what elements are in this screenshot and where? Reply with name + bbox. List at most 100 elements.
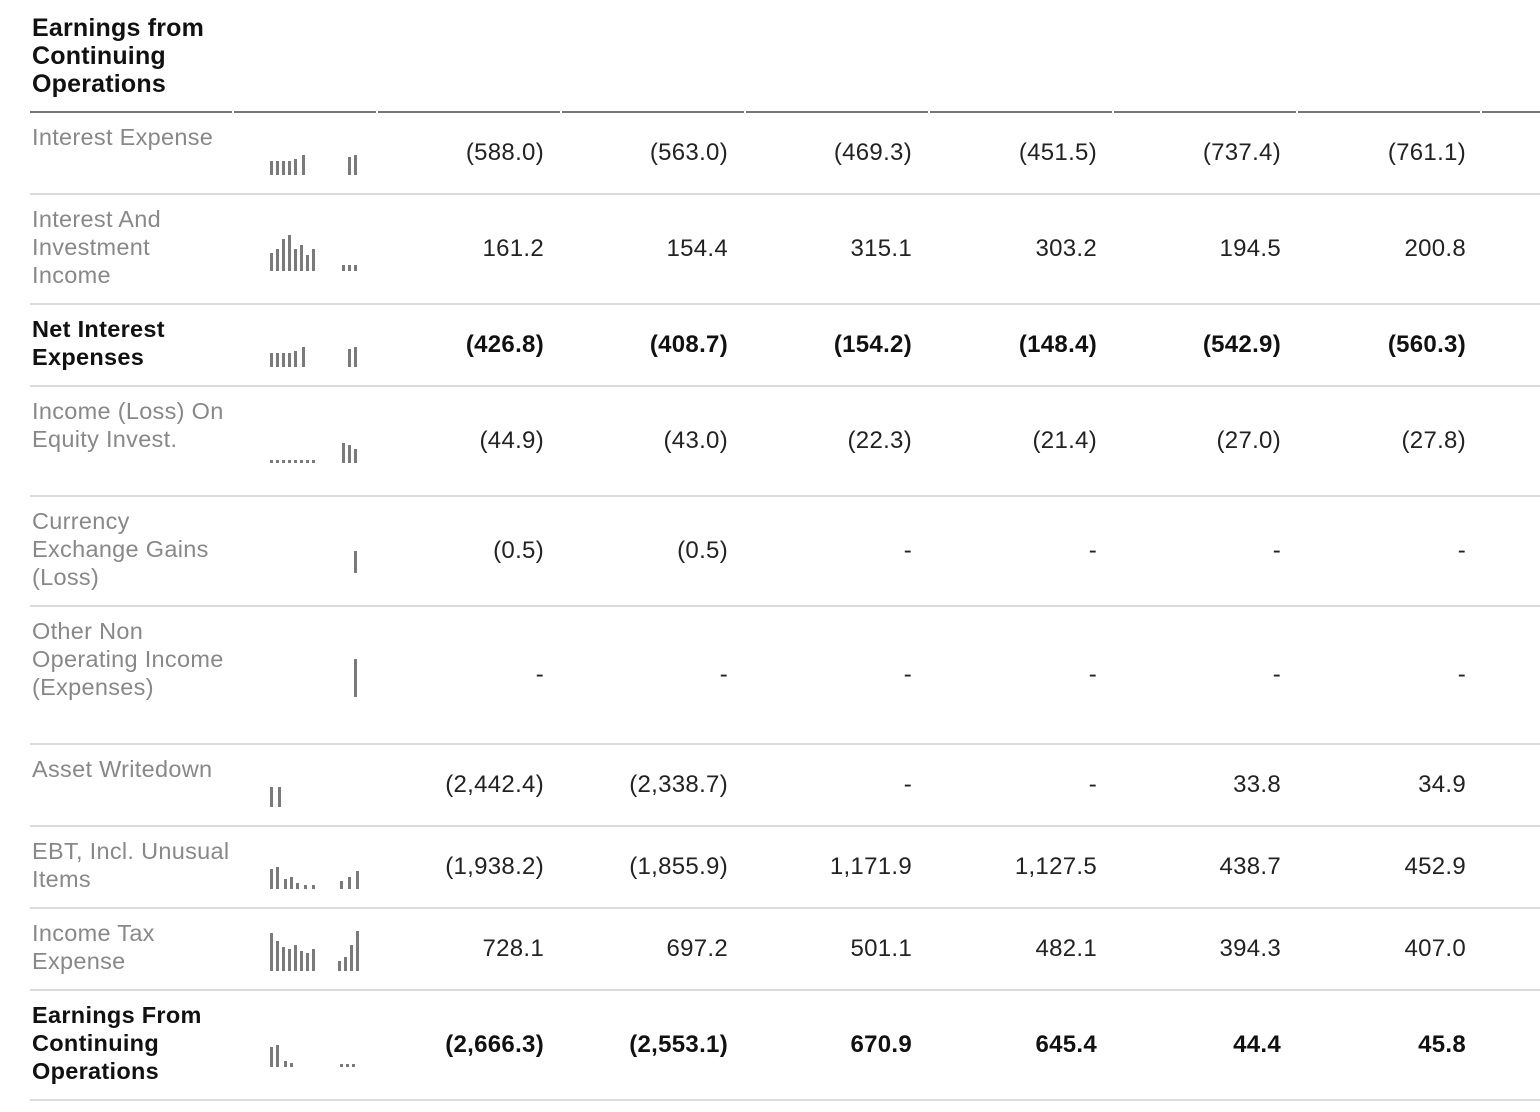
trend-sparkline-icon: [270, 1025, 360, 1067]
value-cell: (0.5): [493, 537, 544, 564]
sparkline-bar: [342, 265, 345, 271]
value-cell: (469.3): [833, 139, 912, 166]
trend-sparkline-icon: [270, 847, 360, 889]
sparkline-bar: [342, 443, 345, 463]
table-row: Other Non Operating Income (Expenses) - - -…: [30, 607, 1540, 745]
row-label: Income (Loss) On Equity Invest.: [32, 398, 224, 452]
value-cell: (2,338.7): [629, 771, 728, 798]
value-cell: (0.5): [677, 537, 728, 564]
sparkline-bar: [346, 1064, 349, 1067]
value-cell: 200.8: [1404, 235, 1466, 262]
table-row: Interest And Investment Income 161.2 154.4…: [30, 195, 1540, 305]
value-cell: (737.4): [1202, 139, 1281, 166]
sparkline-bar: [350, 945, 353, 971]
value-cell: (563.0): [649, 139, 728, 166]
sparkline-bar: [354, 265, 357, 271]
sparkline-bar: [354, 347, 357, 367]
value-cell: (761.1): [1387, 139, 1466, 166]
value-cell: (43.0): [663, 427, 728, 454]
sparkline-bar: [288, 949, 291, 971]
value-cell: (426.8): [465, 331, 544, 358]
sparkline-bar: [282, 460, 285, 463]
value-cell: (408.7): [649, 331, 728, 358]
value-cell: 452.9: [1404, 853, 1466, 880]
sparkline-bar: [276, 867, 279, 889]
value-cell: -: [1457, 537, 1466, 564]
sparkline-bar: [340, 1064, 343, 1067]
value-cell: 45.8: [1418, 1031, 1466, 1058]
sparkline-bar: [276, 249, 279, 271]
value-cell: (2,553.1): [629, 1031, 728, 1058]
sparkline-bar: [296, 883, 299, 889]
sparkline-bar: [306, 460, 309, 463]
sparkline-bar: [300, 951, 303, 971]
value-cell: -: [1088, 771, 1097, 798]
sparkline-bar: [306, 255, 309, 271]
value-cell: -: [1457, 661, 1466, 688]
sparkline-bar: [348, 445, 351, 463]
value-cell: (21.4): [1032, 427, 1097, 454]
value-cell: 728.1: [482, 935, 544, 962]
sparkline-bar: [294, 945, 297, 971]
sparkline-bar: [278, 787, 281, 807]
sparkline-bar: [270, 161, 273, 175]
sparkline-bar: [276, 1045, 279, 1067]
sparkline-bar: [276, 161, 279, 175]
table-row: Income (Loss) On Equity Invest. (44.9) (43…: [30, 387, 1540, 497]
sparkline-bar: [340, 881, 343, 889]
value-cell: 501.1: [850, 935, 912, 962]
sparkline-bar: [352, 1064, 355, 1067]
trend-sparkline-icon: [270, 133, 360, 175]
value-cell: (1,855.9): [629, 853, 728, 880]
trend-sparkline-icon: [270, 655, 360, 697]
section-title: Earnings from Continuing Operations: [32, 14, 205, 98]
sparkline-bar: [270, 253, 273, 271]
value-cell: (154.2): [833, 331, 912, 358]
sparkline-bar: [344, 957, 347, 971]
sparkline-bar: [312, 885, 315, 889]
value-cell: -: [903, 661, 912, 688]
sparkline-bar: [282, 353, 285, 367]
trend-sparkline-icon: [270, 325, 360, 367]
sparkline-bar: [300, 245, 303, 271]
value-cell: (451.5): [1018, 139, 1097, 166]
value-cell: -: [1272, 661, 1281, 688]
sparkline-bar: [282, 161, 285, 175]
sparkline-bar: [312, 949, 315, 971]
row-label: Other Non Operating Income (Expenses): [32, 618, 224, 700]
sparkline-bar: [306, 953, 309, 971]
value-cell: (44.9): [479, 427, 544, 454]
value-cell: (22.3): [847, 427, 912, 454]
sparkline-bar: [290, 877, 293, 889]
row-label: Earnings From Continuing Operations: [32, 1002, 202, 1084]
value-cell: (588.0): [465, 139, 544, 166]
value-cell: -: [535, 661, 544, 688]
table-row: Interest Expense (588.0) (563.0) (469.3) (45…: [30, 113, 1540, 195]
sparkline-bar: [284, 879, 287, 889]
row-label: Asset Writedown: [32, 756, 213, 782]
trend-sparkline-icon: [270, 765, 360, 807]
value-cell: 645.4: [1035, 1031, 1097, 1058]
sparkline-bar: [348, 349, 351, 367]
value-cell: -: [1088, 661, 1097, 688]
value-cell: 407.0: [1404, 935, 1466, 962]
value-cell: (148.4): [1018, 331, 1097, 358]
sparkline-bar: [312, 460, 315, 463]
value-cell: (2,666.3): [445, 1031, 544, 1058]
table-row: EBT, Incl. Unusual Items (1,938.2) (1,855.…: [30, 827, 1540, 909]
value-cell: (542.9): [1202, 331, 1281, 358]
value-cell: (27.8): [1401, 427, 1466, 454]
value-cell: 438.7: [1219, 853, 1281, 880]
sparkline-bar: [294, 159, 297, 175]
sparkline-bar: [270, 787, 273, 807]
sparkline-bar: [338, 961, 341, 971]
sparkline-bar: [304, 885, 307, 889]
sparkline-bar: [312, 249, 315, 271]
value-cell: 394.3: [1219, 935, 1281, 962]
value-cell: (27.0): [1216, 427, 1281, 454]
sparkline-bar: [270, 933, 273, 971]
sparkline-bar: [276, 460, 279, 463]
sparkline-bar: [302, 155, 305, 175]
sparkline-bar: [354, 551, 357, 573]
sparkline-bar: [284, 1061, 287, 1067]
